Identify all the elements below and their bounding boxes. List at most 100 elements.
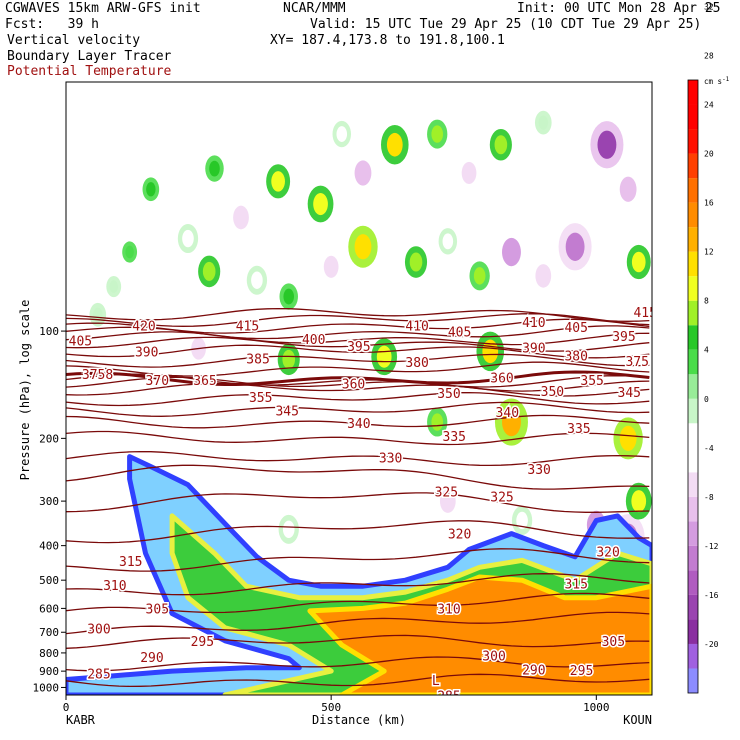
colorbar-swatch — [688, 374, 698, 399]
vv-cell-core — [202, 261, 216, 281]
x-tick-label: 500 — [321, 701, 341, 714]
theta-contour-325 — [66, 492, 650, 513]
theta-label: 290 — [522, 663, 545, 678]
vv-cell-core — [282, 520, 295, 539]
colorbar-tick-label: 32 — [704, 2, 714, 11]
colorbar-swatch — [688, 276, 698, 301]
vv-cell-core — [431, 413, 444, 431]
colorbar-tick-label: 16 — [704, 199, 714, 208]
theta-label: 315 — [564, 578, 587, 593]
organization: NCAR/MMM — [283, 1, 346, 16]
theta-contour-360 — [66, 382, 650, 397]
vv-cell-core — [589, 287, 603, 307]
vv-cell-core — [516, 511, 528, 530]
theta-label: 300 — [482, 649, 505, 664]
vv-cell-core — [271, 171, 285, 192]
theta-contour-350 — [66, 401, 650, 417]
theta-label: 415 — [236, 319, 259, 334]
endpoint-label-end: KOUN — [623, 713, 652, 727]
colorbar-swatch — [688, 472, 698, 497]
y-tick-label: 400 — [39, 540, 59, 553]
theta-label: 365 — [193, 374, 216, 389]
theta-contour-305 — [66, 592, 650, 614]
colorbar-tick-label: 0 — [704, 395, 709, 404]
vv-cell-core — [323, 255, 339, 278]
y-tick-label: 200 — [39, 432, 59, 445]
x-tick-label: 1000 — [583, 701, 610, 714]
vv-cell-core — [209, 160, 220, 177]
init-time: Init: 00 UTC Mon 28 Apr 25 — [517, 1, 721, 16]
colorbar-swatch — [688, 447, 698, 473]
field-boundary-layer-tracer: Boundary Layer Tracer — [7, 49, 172, 64]
colorbar-swatch — [688, 80, 698, 105]
y-tick-label: 900 — [39, 665, 59, 678]
x-tick-label: 0 — [63, 701, 70, 714]
vv-cell-core — [125, 245, 134, 259]
colorbar-swatch — [688, 300, 698, 326]
field-potential-temperature: Potential Temperature — [7, 64, 172, 79]
colorbar-swatch — [688, 619, 698, 644]
theta-label: 315 — [119, 555, 142, 570]
vv-cell-core — [283, 288, 295, 305]
theta-label: 410 — [522, 316, 545, 331]
theta-label: 360 — [490, 372, 513, 387]
colorbar-swatch — [688, 521, 698, 546]
theta-contour-420 — [66, 307, 650, 322]
theta-contour-400 — [66, 331, 650, 346]
vv-cell-core — [376, 345, 392, 368]
colorbar-swatch — [688, 349, 698, 375]
theta-label: 405 — [564, 321, 587, 336]
colorbar-swatch — [688, 104, 698, 130]
vv-cell-core — [461, 161, 477, 185]
y-axis-label: Pressure (hPa), log scale — [18, 300, 32, 481]
theta-contour-380 — [66, 361, 650, 377]
y-tick-label: 100 — [39, 325, 59, 338]
vv-cell-core — [409, 186, 423, 208]
theta-label: 295 — [191, 635, 214, 650]
theta-label: 310 — [103, 579, 126, 594]
y-tick-label: 800 — [39, 647, 59, 660]
vv-cell-core — [336, 126, 348, 142]
theta-label: L — [432, 674, 440, 689]
model-title: CGWAVES 15km ARW-GFS init — [5, 1, 201, 16]
vv-cell-core — [93, 307, 103, 322]
colorbar-tick-label: 28 — [704, 51, 714, 60]
vv-cell-core — [494, 135, 508, 155]
colorbar-swatch — [688, 496, 698, 522]
theta-contour-335 — [66, 450, 650, 467]
colorbar-swatch — [688, 129, 698, 154]
theta-label: 300 — [87, 623, 110, 638]
colorbar-tick-label: 24 — [704, 101, 714, 110]
theta-contour-355 — [66, 391, 650, 407]
colorbar-tick-label: -8 — [704, 493, 714, 502]
colorbar-tick-label: 12 — [704, 248, 714, 257]
vv-cell-core — [356, 500, 370, 522]
theta-label: 320 — [448, 527, 471, 542]
forecast-hour: Fcst: 39 h — [5, 17, 99, 32]
vv-cell-core — [354, 160, 372, 186]
theta-label: 350 — [437, 387, 460, 402]
theta-label: 345 — [618, 386, 641, 401]
colorbar-tick-label: 8 — [704, 297, 709, 306]
theta-label: 335 — [567, 422, 590, 437]
vv-cell-core — [502, 237, 521, 267]
theta-label: 320 — [596, 545, 619, 560]
theta-label: 360 — [342, 377, 365, 392]
theta-label: 285 — [87, 668, 110, 683]
vv-cell-core — [619, 425, 637, 451]
colorbar-swatch — [688, 202, 698, 228]
theta-contour-315 — [66, 548, 650, 572]
theta-label: 405 — [448, 326, 471, 341]
theta-label: 400 — [302, 333, 325, 348]
colorbar-swatch — [688, 423, 698, 448]
plot-frame — [65, 81, 653, 696]
colorbar-swatch — [688, 570, 698, 595]
vv-cell-core — [631, 251, 646, 273]
theta-label: 410 — [405, 319, 428, 334]
colorbar-tick-label: -16 — [704, 591, 719, 600]
theta-label: 335 — [443, 430, 466, 445]
colorbar-unit: cm s-1 — [704, 76, 730, 86]
vv-cell-core — [109, 280, 118, 293]
vv-cell-core — [233, 205, 249, 230]
